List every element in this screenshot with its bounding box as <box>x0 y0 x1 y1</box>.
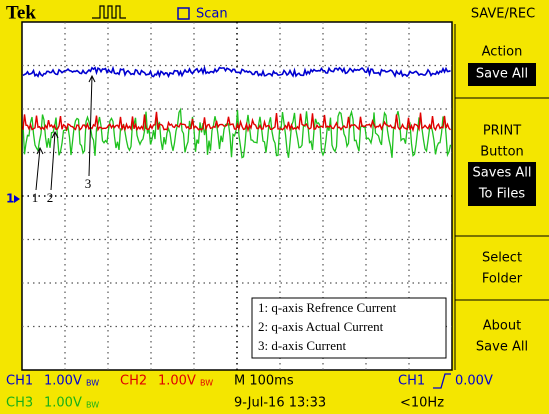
legend-entry: 2: q-axis Actual Current <box>258 319 384 334</box>
waveform-label: 2 <box>47 190 54 205</box>
waveform-label: 1 <box>32 190 39 205</box>
menu-label: About <box>483 319 521 334</box>
menu-title: SAVE/REC <box>471 7 535 22</box>
waveform-label: 3 <box>85 176 92 191</box>
channel-scale: 1.00V <box>44 374 82 389</box>
menu-label: Folder <box>482 272 523 287</box>
channel-name: CH2 <box>120 374 147 389</box>
legend-entry: 1: q-axis Refrence Current <box>258 300 397 315</box>
bandwidth-mark: BW <box>86 401 99 410</box>
channel-name: CH1 <box>6 374 33 389</box>
mode: Scan <box>196 7 228 22</box>
menu-label: PRINT <box>483 124 521 139</box>
timebase: M 100ms <box>234 374 294 389</box>
menu-label: Save All <box>476 340 528 355</box>
channel-scale: 1.00V <box>158 374 196 389</box>
trigger-level: 0.00V <box>455 374 493 389</box>
channel-scale: 1.00V <box>44 396 82 411</box>
trigger-source: CH1 <box>398 374 425 389</box>
menu-label: Action <box>482 45 523 60</box>
bandwidth-mark: BW <box>86 379 99 388</box>
frequency: <10Hz <box>400 396 444 411</box>
bandwidth-mark: BW <box>200 379 213 388</box>
brand: Tek <box>6 2 36 23</box>
menu-value: Save All <box>476 67 528 82</box>
menu-value: To Files <box>478 187 526 202</box>
menu-value: Saves All <box>473 166 532 181</box>
legend-entry: 3: d-axis Current <box>258 338 346 353</box>
scope-screen: Tek Scan SAVE/REC Action Save All PRINT But… <box>0 0 549 414</box>
menu-label: Select <box>482 251 522 266</box>
menu-label: Button <box>480 145 524 160</box>
date: 9-Jul-16 13:33 <box>234 396 326 411</box>
ground-marker: 1 <box>6 192 14 206</box>
channel-name: CH3 <box>6 396 33 411</box>
